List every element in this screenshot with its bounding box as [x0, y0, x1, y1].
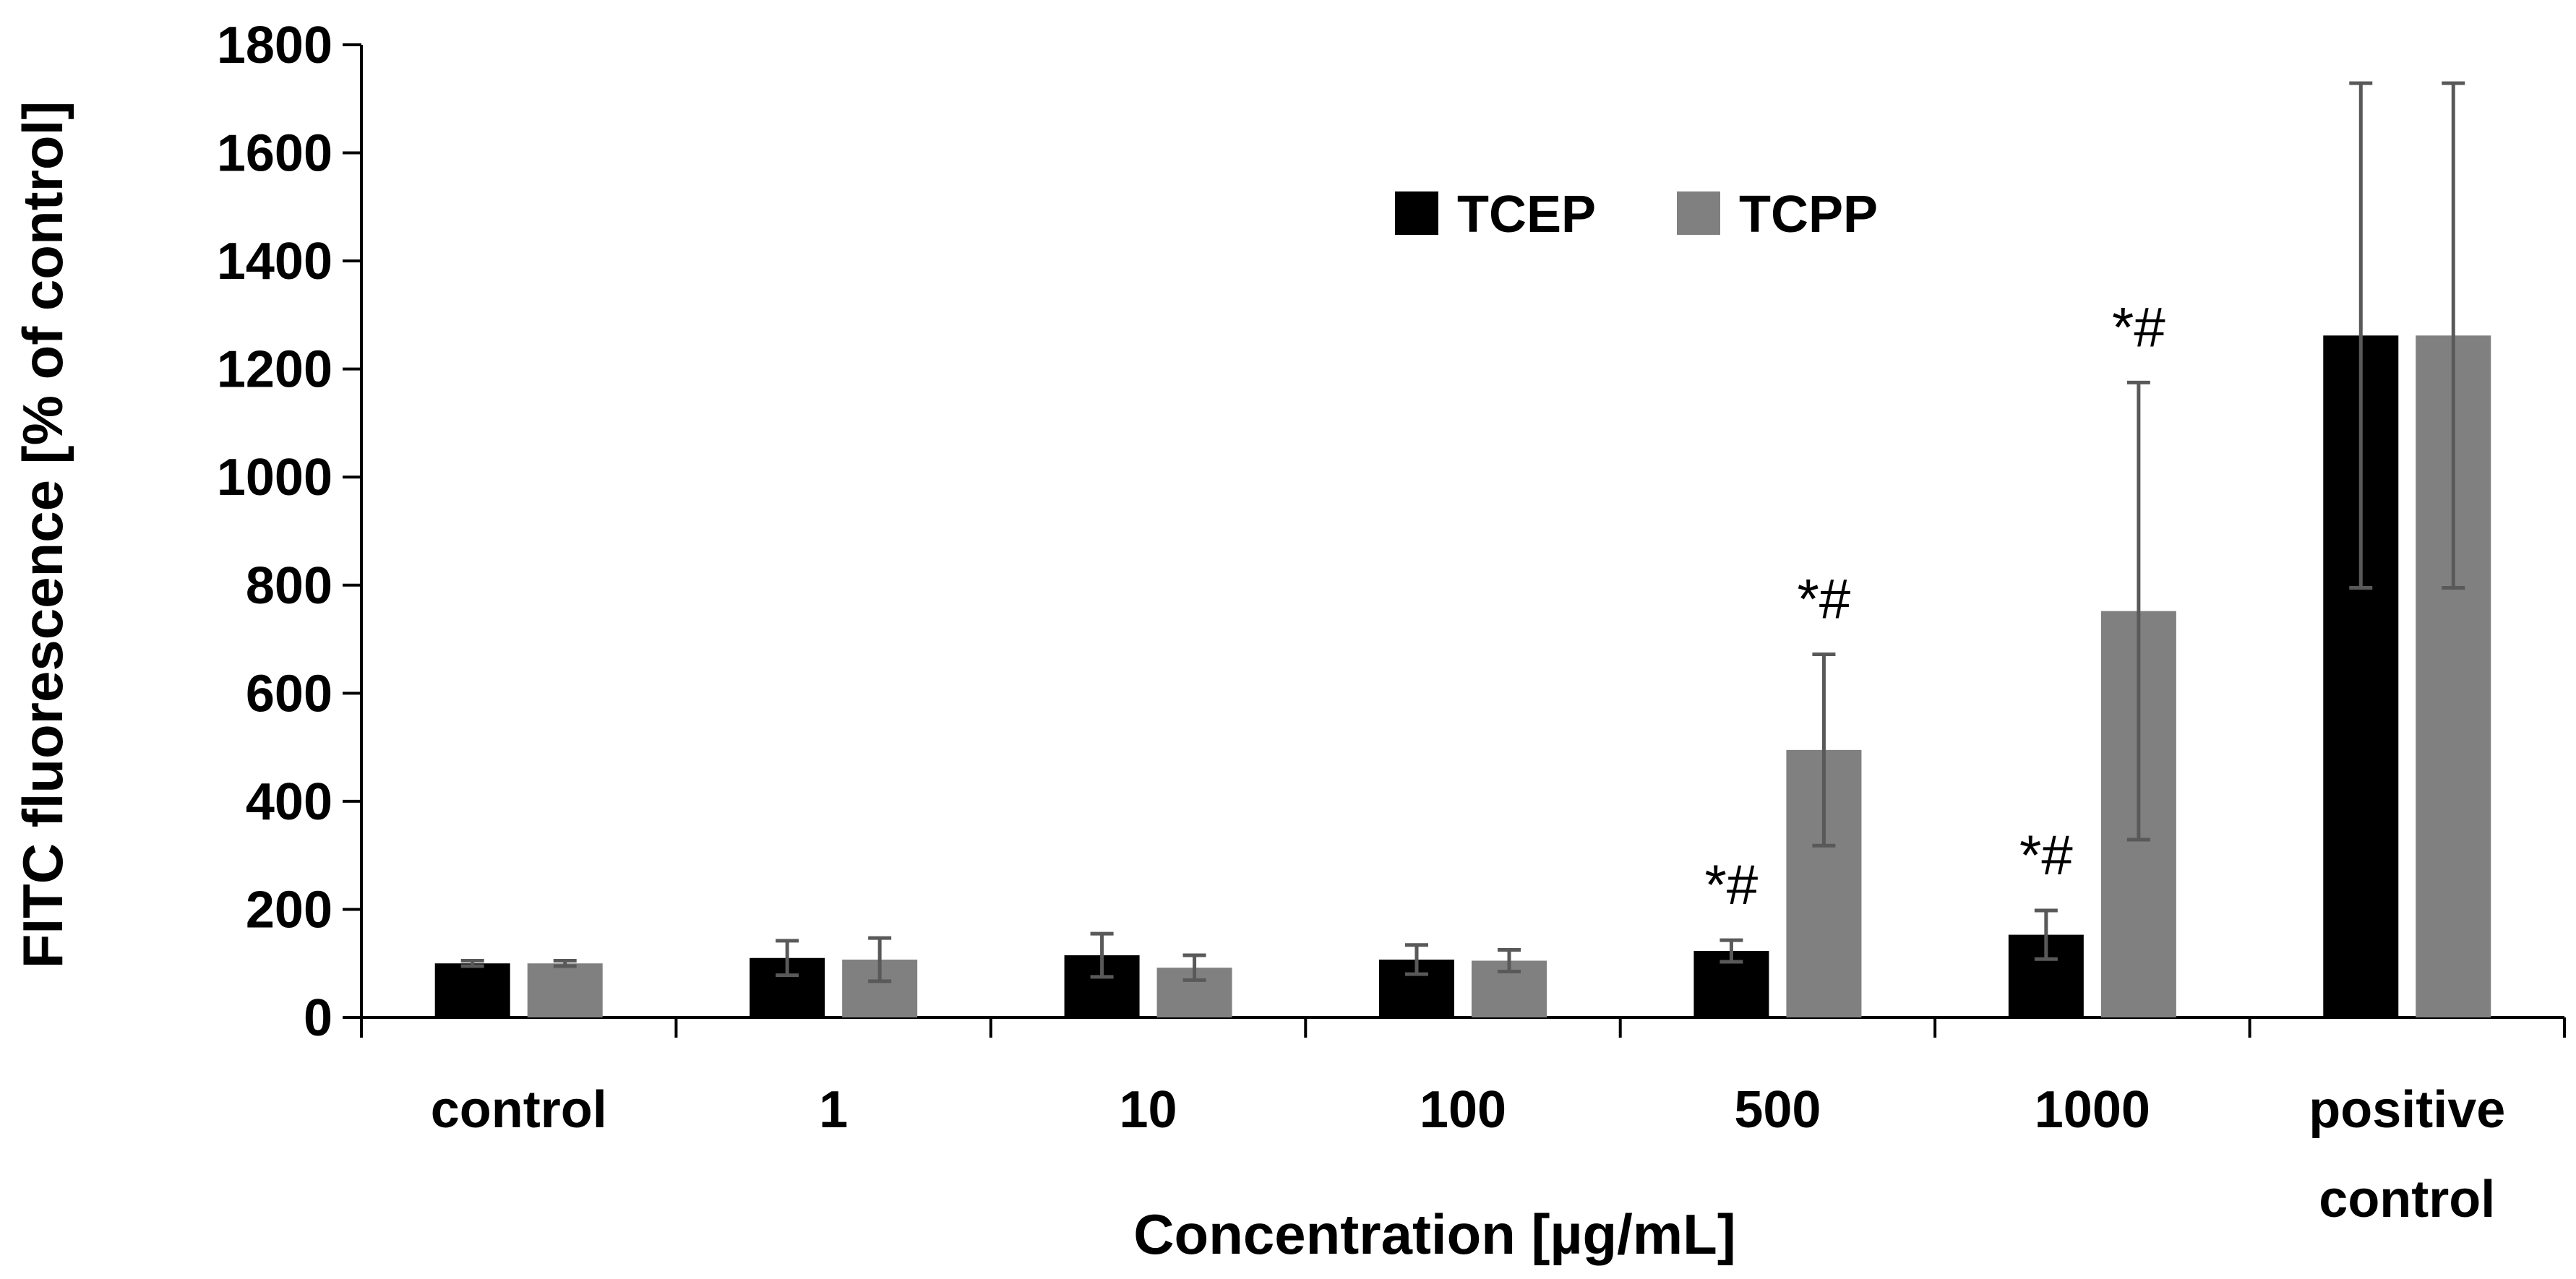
error-bar-tcep-control: [460, 958, 484, 968]
annotation-tcpp-1000: *#: [2112, 295, 2165, 358]
y-axis-title: FITC fluorescence [% of control]: [11, 101, 74, 968]
x-tick-label-100: 100: [1420, 1081, 1506, 1139]
legend: TCEP TCPP: [1395, 186, 1878, 244]
error-bar-tcpp-500: [1812, 652, 1836, 848]
x-tick-label-10: 10: [1120, 1081, 1177, 1139]
x-axis-title: Concentration [µg/mL]: [1133, 1202, 1736, 1266]
y-tick-label: 0: [304, 989, 332, 1047]
error-bar-tcpp-control: [553, 958, 577, 968]
legend-label-tcpp: TCPP: [1739, 186, 1878, 244]
annotation-tcep-500: *#: [1705, 853, 1759, 916]
legend-label-tcep: TCEP: [1457, 186, 1596, 244]
error-bar-tcep-1: [776, 939, 799, 978]
y-axis: 0 200 400 600 800 1000 1200 1400 1600 1800: [217, 17, 363, 1047]
error-bar-tcep-positive-control: [2349, 81, 2373, 590]
error-bar-tcpp-positive-control: [2442, 81, 2465, 590]
legend-swatch-tcep: [1395, 191, 1438, 235]
y-tick-label: 1600: [217, 125, 332, 183]
x-tick-label-500: 500: [1734, 1081, 1821, 1139]
x-tick-label-positive-control: positive control: [2309, 1081, 2505, 1228]
error-bar-tcep-1000: [2034, 908, 2058, 961]
bar-tcep-control: [434, 963, 510, 1017]
error-bar-tcep-10: [1090, 931, 1114, 979]
annotation-tcep-1000: *#: [2019, 823, 2073, 887]
error-bar-tcep-100: [1405, 943, 1428, 976]
legend-item-tcpp: TCPP: [1677, 186, 1878, 244]
y-tick-label: 1200: [217, 341, 332, 399]
x-tick-label-control: control: [431, 1081, 607, 1139]
y-tick-label: 1800: [217, 17, 332, 74]
error-bar-tcep-500: [1720, 938, 1743, 964]
y-tick-label: 800: [246, 557, 332, 615]
x-tick-label-1000: 1000: [2035, 1081, 2150, 1139]
bar-tcpp-control: [527, 963, 603, 1017]
y-tick-label: 400: [246, 773, 332, 831]
error-bar-tcpp-1: [868, 936, 892, 983]
legend-item-tcep: TCEP: [1395, 186, 1596, 244]
legend-swatch-tcpp: [1677, 191, 1720, 235]
significance-annotations: *# *# *# *#: [1705, 295, 2165, 916]
error-bar-tcpp-1000: [2126, 380, 2150, 842]
error-bars: [460, 81, 2465, 983]
y-tick-label: 200: [246, 881, 332, 939]
x-axis: control 1 10 100 500 1000 positive control: [360, 1016, 2566, 1228]
error-bar-tcpp-100: [1498, 948, 1521, 973]
error-bar-tcpp-10: [1182, 953, 1206, 982]
bars: [434, 335, 2491, 1017]
annotation-tcpp-500: *#: [1798, 567, 1851, 630]
y-tick-label: 1400: [217, 233, 332, 290]
x-tick-label-1: 1: [819, 1081, 848, 1139]
y-tick-label: 1000: [217, 449, 332, 507]
y-tick-label: 600: [246, 665, 332, 723]
